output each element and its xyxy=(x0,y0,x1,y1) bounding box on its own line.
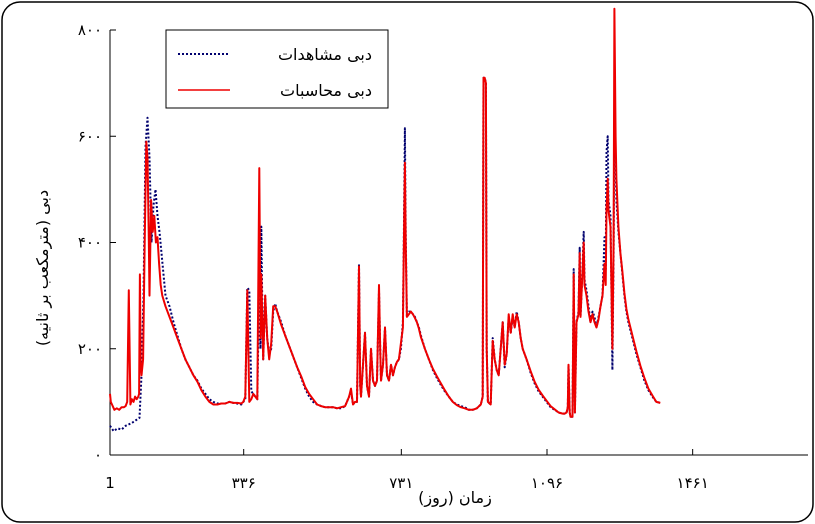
x-ticks: 1 ۳۳۶ ۷۳۱ ۱۰۹۶ ۱۴۶۱ xyxy=(105,449,709,492)
y-tick-label: ۶۰۰ xyxy=(78,127,102,145)
y-ticks: ۰ ۲۰۰ ۴۰۰ ۶۰۰ ۸۰۰ xyxy=(78,21,116,464)
plot-area: ۰ ۲۰۰ ۴۰۰ ۶۰۰ ۸۰۰ 1 ۳۳۶ ۷۳۱ ۱۰۹۶ ۱۴۶۱ xyxy=(78,7,808,492)
y-tick-label: ۸۰۰ xyxy=(78,21,102,39)
x-tick-label: ۷۳۱ xyxy=(389,474,413,492)
y-tick-label: ۲۰۰ xyxy=(78,340,102,358)
y-axis-title: دبی (مترمکعب بر ثانیه) xyxy=(33,190,53,346)
y-tick-label: ۰ xyxy=(94,446,102,464)
x-tick-label: ۱۰۹۶ xyxy=(531,474,563,492)
series-layer xyxy=(109,7,661,433)
legend-label-computed: دبی محاسبات xyxy=(280,81,372,100)
x-tick-label: 1 xyxy=(105,474,115,492)
x-tick-label: ۱۴۶۱ xyxy=(677,474,709,492)
x-axis-label: زمان (روز) xyxy=(418,488,492,508)
series-line-computed xyxy=(109,7,661,418)
y-tick-label: ۴۰۰ xyxy=(78,234,102,252)
x-tick-label: ۳۳۶ xyxy=(232,474,256,492)
legend: دبی مشاهدات دبی محاسبات xyxy=(165,29,389,109)
y-axis-label: دبی (مترمکعب بر ثانیه) xyxy=(33,190,53,346)
legend-label-observed: دبی مشاهدات xyxy=(278,45,372,64)
legend-box xyxy=(165,29,389,109)
